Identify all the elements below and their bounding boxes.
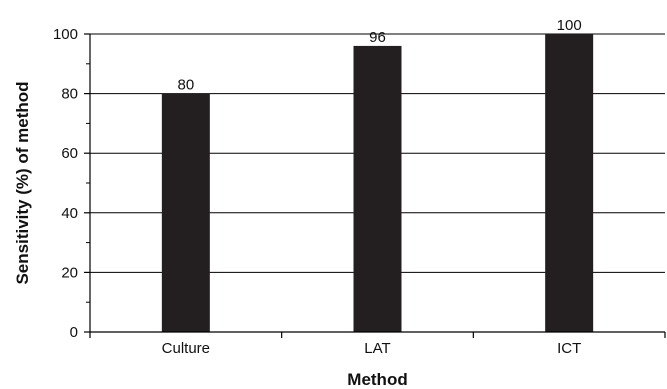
- y-axis-ticks: 0 20 40 60 80 100: [53, 26, 90, 341]
- data-label: 80: [177, 77, 194, 94]
- x-tick-label: Culture: [162, 340, 210, 357]
- y-tick-label: 40: [61, 205, 78, 222]
- x-axis-title: Method: [347, 370, 407, 389]
- data-label: 96: [369, 29, 386, 46]
- bar-lat: [353, 45, 402, 333]
- bars: [161, 34, 594, 333]
- y-tick-label: 100: [53, 26, 78, 43]
- data-label: 100: [557, 17, 582, 34]
- x-tick-label: ICT: [557, 340, 581, 357]
- bar-culture: [161, 93, 210, 332]
- y-tick-label: 0: [70, 324, 78, 341]
- data-labels: 80 96 100: [177, 17, 581, 94]
- y-tick-label: 20: [61, 264, 78, 281]
- y-tick-label: 80: [61, 86, 78, 103]
- bar-ict: [545, 34, 594, 332]
- y-tick-label: 60: [61, 145, 78, 162]
- x-tick-label: LAT: [364, 340, 390, 357]
- y-axis-title: Sensitivity (%) of method: [13, 81, 32, 284]
- x-axis-ticks: Culture LAT ICT: [89, 332, 666, 357]
